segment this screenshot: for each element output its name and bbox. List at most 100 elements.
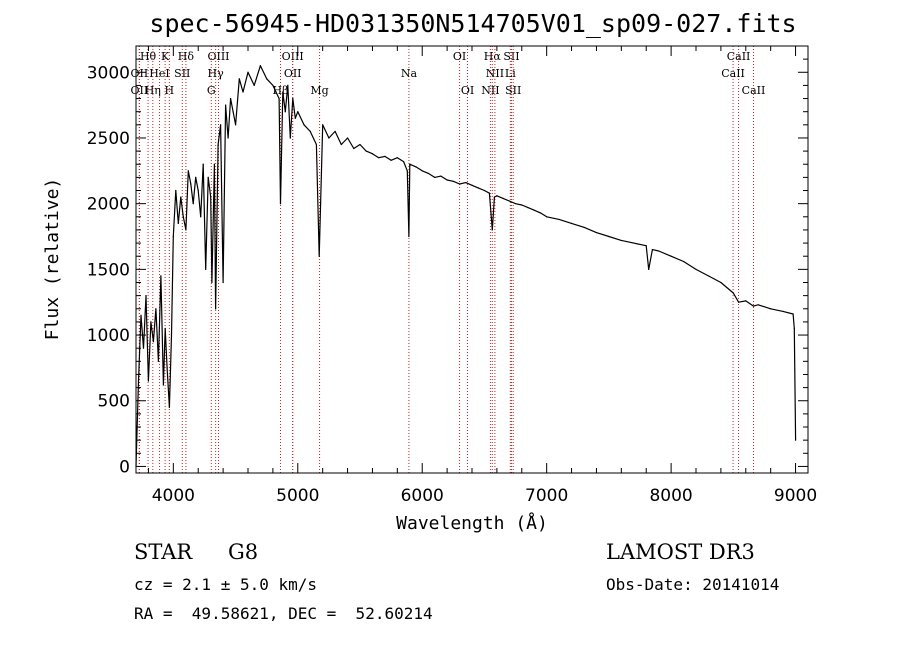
data-point — [465, 182, 467, 184]
data-point — [284, 111, 286, 113]
data-point — [205, 268, 207, 270]
data-point — [297, 111, 299, 113]
data-point — [294, 117, 296, 119]
y-tick-label: 3000 — [87, 63, 130, 83]
data-point — [217, 143, 219, 146]
x-tick-label: 6000 — [401, 486, 444, 506]
spectral-line-label: Li — [505, 67, 516, 80]
data-point — [782, 310, 784, 312]
data-point — [595, 231, 598, 234]
spectral-line-label: Na — [401, 67, 418, 80]
chart-title: spec-56945-HD031350N514705V01_sp09-027.f… — [149, 9, 796, 38]
data-point — [210, 196, 212, 198]
data-point — [322, 124, 324, 126]
data-point — [409, 163, 411, 165]
data-point — [340, 143, 342, 146]
x-tick-label: 9000 — [774, 486, 817, 506]
data-point — [458, 183, 461, 185]
y-tick-label: 1500 — [87, 260, 130, 280]
data-point — [222, 281, 224, 284]
data-point — [645, 245, 647, 247]
data-point — [371, 153, 374, 155]
y-tick-label: 2000 — [87, 195, 130, 215]
data-point — [384, 155, 386, 157]
data-point — [319, 203, 322, 205]
spectral-line-label: K — [161, 50, 170, 63]
data-point — [220, 124, 222, 126]
data-point — [272, 84, 274, 87]
data-point — [695, 268, 697, 270]
data-point — [488, 192, 491, 194]
spectral-line-label: OIII — [207, 50, 229, 63]
data-point — [170, 334, 173, 336]
data-point — [142, 347, 145, 349]
spectral-line-label: CaII — [727, 50, 751, 63]
data-point — [145, 295, 147, 297]
data-point — [157, 360, 159, 362]
data-point — [328, 137, 330, 139]
data-point — [303, 124, 305, 126]
data-point — [633, 242, 635, 244]
data-point — [282, 91, 284, 93]
data-point — [152, 341, 155, 343]
redshift-velocity: cz = 2.1 ± 5.0 km/s — [134, 575, 318, 594]
x-axis-label: Wavelength (Å) — [396, 512, 548, 534]
data-point — [266, 78, 268, 80]
x-axis: 4000 5000 6000 7000 8000 9000 — [147, 46, 817, 506]
data-point — [471, 184, 473, 186]
data-point — [259, 65, 262, 67]
data-point — [211, 281, 213, 284]
data-point — [792, 313, 794, 315]
data-point — [770, 308, 772, 310]
spectral-line-label: Hδ — [178, 50, 195, 63]
observation-date: Obs-Date: 20141014 — [606, 575, 780, 594]
data-point — [546, 216, 548, 218]
data-point — [658, 250, 660, 252]
spectral-line-label: CaII — [742, 84, 766, 97]
data-point — [292, 97, 294, 100]
data-point — [493, 196, 495, 198]
data-point — [200, 216, 202, 218]
data-point — [570, 222, 573, 224]
y-tick-label: 500 — [98, 392, 130, 412]
data-point — [514, 203, 517, 205]
data-point — [483, 189, 486, 192]
data-point — [247, 71, 249, 73]
data-point — [172, 235, 174, 238]
data-point — [794, 439, 797, 441]
data-point — [162, 384, 164, 386]
data-point — [421, 170, 423, 172]
data-point — [187, 170, 189, 172]
data-point — [521, 204, 523, 206]
data-point — [175, 189, 177, 192]
spectral-line-label: CaII — [721, 67, 745, 80]
data-point — [757, 304, 759, 306]
spectral-line-label: OII — [131, 84, 149, 97]
data-point — [213, 163, 215, 165]
spectral-line-label: OII — [284, 67, 302, 80]
data-point — [533, 209, 535, 211]
x-tick-label: 4000 — [152, 486, 195, 506]
data-point — [406, 170, 408, 172]
data-point — [752, 305, 755, 307]
data-point — [192, 203, 194, 205]
data-point — [682, 260, 685, 263]
data-point — [334, 130, 336, 132]
data-point — [197, 189, 199, 192]
data-point — [477, 187, 479, 189]
data-point — [190, 183, 192, 185]
data-point — [427, 172, 430, 175]
data-point — [732, 292, 734, 294]
spectral-line-label: Mg — [310, 84, 328, 97]
data-point — [648, 268, 650, 270]
spectral-line-label: G — [207, 84, 216, 97]
data-point — [452, 180, 454, 182]
data-point — [177, 222, 179, 224]
data-point — [408, 235, 410, 238]
data-point — [651, 249, 654, 251]
data-point — [539, 212, 542, 214]
x-tick-label: 7000 — [525, 486, 568, 506]
spectral-line-label: NII — [486, 67, 504, 80]
coordinates: RA = 49.58621, DEC = 52.60214 — [134, 604, 433, 623]
